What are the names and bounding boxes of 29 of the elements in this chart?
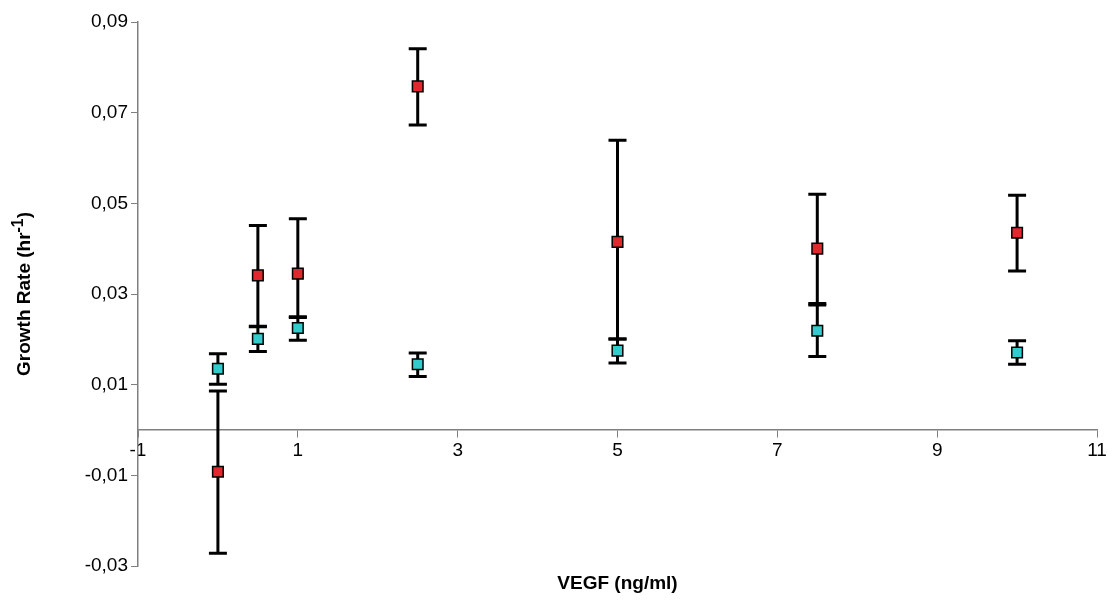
point — [211, 465, 224, 478]
y-tick-label: 0,03 — [91, 282, 128, 304]
x-tick-label: -1 — [129, 438, 147, 460]
point — [611, 235, 624, 248]
y-tick-label: 0,07 — [91, 100, 128, 122]
point — [811, 242, 824, 255]
x-tick-label: 3 — [452, 438, 463, 460]
x-tick-label: 7 — [772, 438, 783, 460]
y-tick-label: -0,01 — [84, 463, 128, 485]
x-tick-label: 5 — [612, 438, 623, 460]
x-axis-title: VEGF (ng/ml) — [556, 572, 679, 594]
x-tick-label: 1 — [292, 438, 304, 460]
y-tick-label: 0,09 — [91, 10, 128, 32]
point — [1011, 226, 1024, 239]
point — [291, 267, 304, 280]
point — [411, 358, 424, 371]
point — [411, 80, 424, 93]
point — [291, 321, 304, 335]
point — [611, 344, 624, 357]
point — [1011, 346, 1024, 359]
y-tick-label: 0,01 — [91, 372, 128, 394]
x-tick-label: 11 — [1087, 438, 1107, 460]
point — [251, 269, 264, 282]
point — [251, 332, 264, 345]
point — [211, 362, 224, 375]
y-tick-label: 0,05 — [91, 191, 128, 213]
point — [811, 324, 824, 337]
x-tick-label: 9 — [931, 438, 943, 460]
y-tick-label: -0,03 — [84, 554, 128, 576]
